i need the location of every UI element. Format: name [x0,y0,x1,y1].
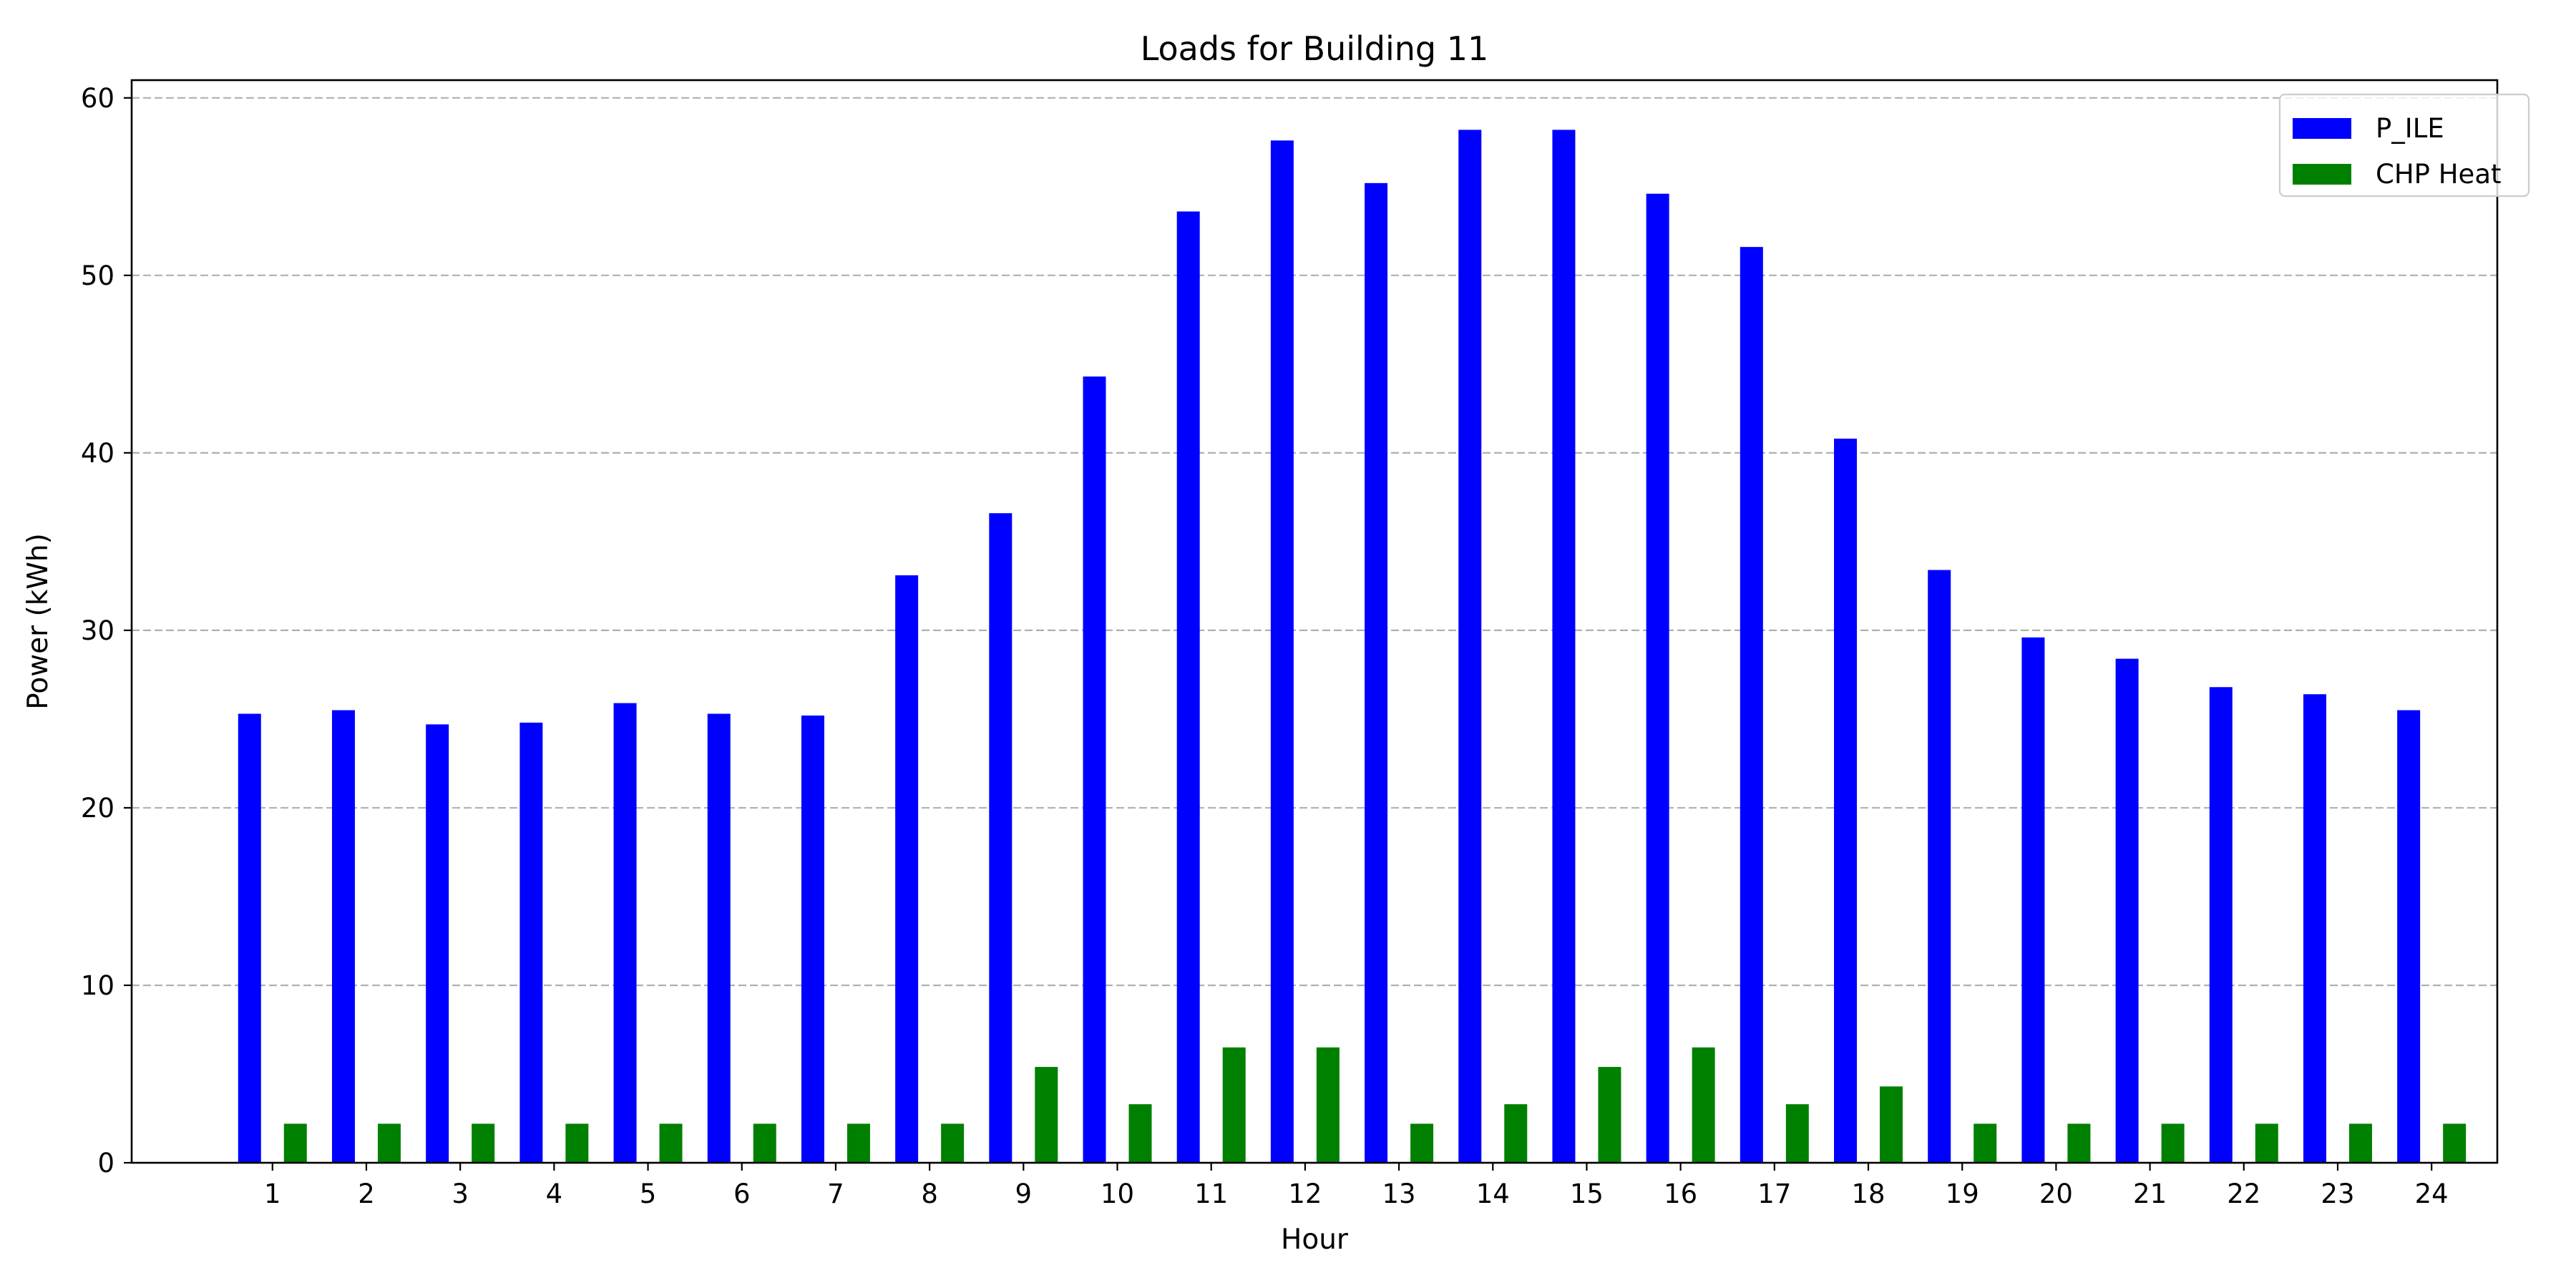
bar-p-ile [707,713,731,1163]
bar-p-ile [613,703,637,1163]
bar-p-ile [1365,182,1388,1163]
bar-chp-heat [941,1123,965,1163]
x-tick-label: 1 [264,1179,281,1209]
bar-chp-heat [1880,1086,1903,1163]
x-tick-label: 14 [1476,1179,1510,1209]
legend-swatch [2293,118,2351,139]
bar-chp-heat [1128,1104,1152,1163]
bar-p-ile [989,513,1013,1163]
bar-chp-heat [753,1123,776,1163]
bar-chp-heat [377,1123,401,1163]
x-tick-label: 19 [1946,1179,1979,1209]
bar-chp-heat [472,1123,495,1163]
bar-chp-heat [1785,1104,1809,1163]
bar-p-ile [2303,694,2326,1163]
bar-chp-heat [2067,1123,2091,1163]
x-tick-label: 13 [1382,1179,1416,1209]
x-tick-label: 21 [2133,1179,2167,1209]
bar-p-ile [2021,637,2045,1163]
x-tick-label: 18 [1851,1179,1885,1209]
bar-p-ile [1176,211,1200,1163]
x-tick-label: 10 [1101,1179,1134,1209]
legend-label: CHP Heat [2376,159,2502,190]
bars-layer [238,130,2467,1163]
x-tick-label: 16 [1664,1179,1697,1209]
bar-p-ile [1458,130,1482,1163]
y-axis: 0 10 20 30 40 50 60 [81,83,132,1179]
plot-frame [130,79,2499,1164]
x-tick-label: 4 [546,1179,563,1209]
bar-chp-heat [1410,1123,1434,1163]
bar-chp-heat [283,1123,307,1163]
legend: P_ILE CHP Heat [2278,93,2530,197]
x-tick-label: 23 [2321,1179,2354,1209]
y-tick-label: 30 [81,615,114,646]
y-tick-label: 50 [81,260,114,291]
x-tick-label: 2 [358,1179,375,1209]
y-tick-label: 40 [81,438,114,469]
bar-p-ile [2397,710,2421,1163]
y-axis-label: Power (kWh) [22,533,54,710]
bar-p-ile [895,575,919,1163]
chart-title: Loads for Building 11 [1141,29,1489,68]
x-axis: 1 2 3 4 5 6 7 8 9 10 11 12 13 14 15 16 17 18 19 20 21 22 23 24 [264,1163,2449,1209]
x-tick-label: 24 [2415,1179,2449,1209]
bar-chp-heat [2161,1123,2185,1163]
bar-chp-heat [659,1123,683,1163]
bar-chp-heat [1692,1047,1715,1163]
x-tick-label: 7 [827,1179,844,1209]
x-tick-label: 9 [1015,1179,1033,1209]
x-axis-label: Hour [1281,1224,1349,1256]
x-tick-label: 12 [1288,1179,1322,1209]
y-tick-label: 60 [81,83,114,114]
bar-p-ile [1083,376,1106,1163]
bar-chp-heat [2255,1123,2278,1163]
legend-label: P_ILE [2376,113,2444,144]
x-tick-label: 5 [640,1179,657,1209]
bar-p-ile [331,710,355,1163]
bar-p-ile [1928,570,1951,1163]
bar-p-ile [519,722,543,1163]
x-tick-label: 17 [1757,1179,1791,1209]
x-tick-label: 8 [921,1179,938,1209]
bar-chp-heat [2443,1123,2467,1163]
x-tick-label: 22 [2227,1179,2260,1209]
x-tick-label: 15 [1570,1179,1604,1209]
bar-p-ile [1646,193,1669,1163]
bar-p-ile [1834,439,1858,1163]
bar-chp-heat [1598,1067,1621,1163]
bar-chp-heat [1974,1123,1997,1163]
x-tick-label: 3 [452,1179,469,1209]
bar-p-ile [426,724,449,1163]
x-tick-label: 20 [2039,1179,2073,1209]
x-tick-label: 6 [733,1179,751,1209]
y-tick-label: 10 [81,970,114,1001]
bar-p-ile [2209,687,2233,1163]
bar-p-ile [238,713,261,1163]
bar-p-ile [1552,130,1576,1163]
bar-chp-heat [847,1123,870,1163]
bar-p-ile [801,715,824,1163]
y-tick-label: 20 [81,793,114,824]
y-tick-label: 0 [97,1148,114,1179]
bar-p-ile [1740,247,1763,1163]
bar-chp-heat [565,1123,589,1163]
bar-p-ile [2115,658,2139,1163]
bar-chp-heat [1504,1104,1528,1163]
bar-p-ile [1270,140,1294,1163]
bar-chp-heat [2348,1123,2372,1163]
bar-chp-heat [1316,1047,1340,1163]
bar-chp-heat [1035,1067,1058,1163]
bar-chp-heat [1222,1047,1246,1163]
legend-swatch [2293,164,2351,185]
x-tick-label: 11 [1194,1179,1228,1209]
